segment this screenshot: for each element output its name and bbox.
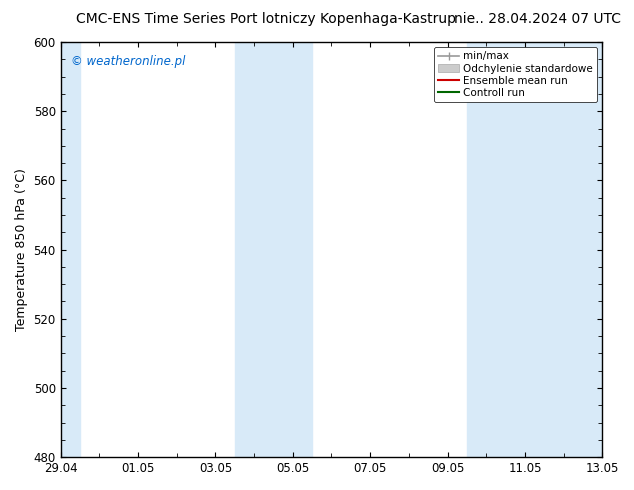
Bar <box>235 42 312 457</box>
Text: © weatheronline.pl: © weatheronline.pl <box>72 54 186 68</box>
Y-axis label: Temperature 850 hPa (°C): Temperature 850 hPa (°C) <box>15 168 28 331</box>
Bar <box>467 42 602 457</box>
Text: CMC-ENS Time Series Port lotniczy Kopenhaga-Kastrup: CMC-ENS Time Series Port lotniczy Kopenh… <box>76 12 456 26</box>
Bar <box>61 42 80 457</box>
Legend: min/max, Odchylenie standardowe, Ensemble mean run, Controll run: min/max, Odchylenie standardowe, Ensembl… <box>434 47 597 102</box>
Text: nie.. 28.04.2024 07 UTC: nie.. 28.04.2024 07 UTC <box>455 12 621 26</box>
